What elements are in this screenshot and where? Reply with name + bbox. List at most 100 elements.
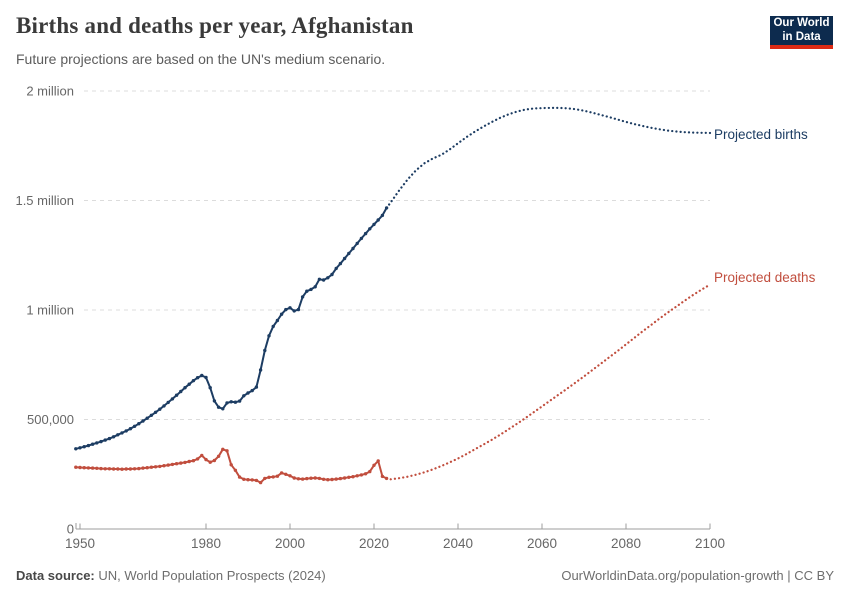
- data-point-marker: [246, 391, 250, 395]
- data-point-marker: [166, 463, 170, 467]
- data-point-marker: [95, 441, 99, 445]
- data-point-marker: [90, 466, 95, 470]
- page-title: Births and deaths per year, Afghanistan: [16, 13, 414, 38]
- data-point-marker: [137, 466, 141, 471]
- data-point-marker: [124, 429, 128, 433]
- data-point-marker: [233, 468, 238, 472]
- data-point-marker: [141, 466, 145, 470]
- data-point-marker: [300, 295, 305, 299]
- data-point-marker: [128, 427, 133, 431]
- data-point-marker: [305, 476, 309, 481]
- owid-logo-line1: Our World: [773, 17, 830, 29]
- data-point-marker: [376, 218, 380, 222]
- data-point-marker: [120, 431, 124, 435]
- data-point-marker: [284, 307, 288, 312]
- data-point-marker: [179, 461, 183, 465]
- projected-births-line: [385, 106, 712, 209]
- data-point-marker: [317, 476, 322, 481]
- x-tick-label: 2020: [359, 536, 389, 551]
- data-point-marker: [254, 478, 259, 483]
- data-point-marker: [99, 466, 103, 471]
- data-point-marker: [120, 467, 124, 471]
- data-point-marker: [200, 373, 204, 378]
- projected-deaths-line: [385, 283, 712, 481]
- data-point-marker: [347, 475, 351, 479]
- data-point-marker: [313, 285, 317, 289]
- data-point-marker: [271, 475, 275, 479]
- data-source-label: Data source:: [16, 568, 95, 583]
- x-tick-label: 1950: [65, 536, 95, 551]
- owid-logo: Our World in Data: [770, 16, 833, 49]
- data-point-marker: [279, 312, 284, 316]
- data-point-marker: [250, 388, 254, 393]
- data-point-marker: [258, 480, 263, 485]
- data-point-marker: [258, 368, 263, 372]
- data-point-marker: [334, 266, 338, 271]
- data-point-marker: [275, 474, 280, 478]
- data-point-marker: [170, 462, 175, 467]
- data-point-marker: [78, 465, 82, 470]
- data-point-marker: [74, 465, 78, 469]
- data-point-marker: [116, 433, 120, 437]
- data-point-marker: [78, 446, 82, 450]
- data-point-marker: [162, 404, 166, 408]
- data-point-marker: [179, 389, 183, 394]
- data-point-marker: [267, 334, 271, 338]
- data-point-marker: [292, 309, 296, 313]
- data-source-text: UN, World Population Prospects (2024): [98, 568, 326, 583]
- data-point-marker: [275, 318, 280, 323]
- data-point-marker: [313, 476, 317, 480]
- data-point-marker: [326, 478, 330, 482]
- data-point-marker: [166, 400, 170, 405]
- data-point-marker: [74, 447, 78, 451]
- x-tick-label: 2080: [611, 536, 641, 551]
- data-point-marker: [107, 436, 112, 441]
- data-point-marker: [284, 472, 288, 476]
- y-tick-label: 1.5 million: [15, 193, 74, 208]
- data-point-marker: [82, 466, 86, 470]
- data-point-marker: [330, 272, 334, 277]
- data-point-marker: [368, 227, 372, 231]
- data-point-marker: [95, 466, 99, 470]
- chart-subtitle: Future projections are based on the UN's…: [16, 51, 386, 67]
- data-point-marker: [363, 472, 368, 476]
- y-tick-label: 0: [67, 522, 74, 537]
- data-point-marker: [279, 471, 284, 475]
- data-point-marker: [351, 475, 355, 479]
- data-point-marker: [170, 397, 175, 401]
- data-point-marker: [263, 476, 267, 481]
- data-point-marker: [225, 449, 229, 453]
- data-point-marker: [137, 422, 141, 426]
- data-point-marker: [254, 385, 259, 389]
- data-point-marker: [363, 231, 368, 236]
- data-point-marker: [296, 477, 301, 481]
- data-point-marker: [149, 465, 154, 469]
- data-point-marker: [250, 478, 254, 482]
- data-point-marker: [208, 460, 212, 464]
- data-point-marker: [174, 462, 179, 466]
- data-point-marker: [372, 463, 376, 467]
- x-tick-label: 1980: [191, 536, 221, 551]
- data-point-marker: [116, 467, 120, 471]
- data-point-marker: [263, 348, 267, 353]
- data-point-marker: [195, 457, 200, 461]
- data-source: Data source: UN, World Population Prospe…: [16, 568, 326, 583]
- data-point-marker: [242, 394, 246, 398]
- data-point-marker: [372, 222, 376, 227]
- data-point-marker: [338, 261, 343, 266]
- data-point-marker: [204, 457, 208, 462]
- data-point-marker: [86, 466, 91, 470]
- data-point-marker: [200, 453, 204, 458]
- data-point-marker: [242, 477, 246, 481]
- data-point-marker: [221, 407, 225, 411]
- projected-deaths-label: Projected deaths: [714, 270, 816, 285]
- data-point-marker: [355, 474, 359, 478]
- data-point-marker: [212, 458, 217, 463]
- data-point-marker: [359, 473, 364, 477]
- data-point-marker: [267, 475, 271, 479]
- data-point-marker: [103, 467, 107, 471]
- data-point-marker: [216, 454, 221, 458]
- data-point-marker: [342, 256, 347, 261]
- data-point-marker: [330, 477, 334, 482]
- data-point-marker: [82, 445, 86, 449]
